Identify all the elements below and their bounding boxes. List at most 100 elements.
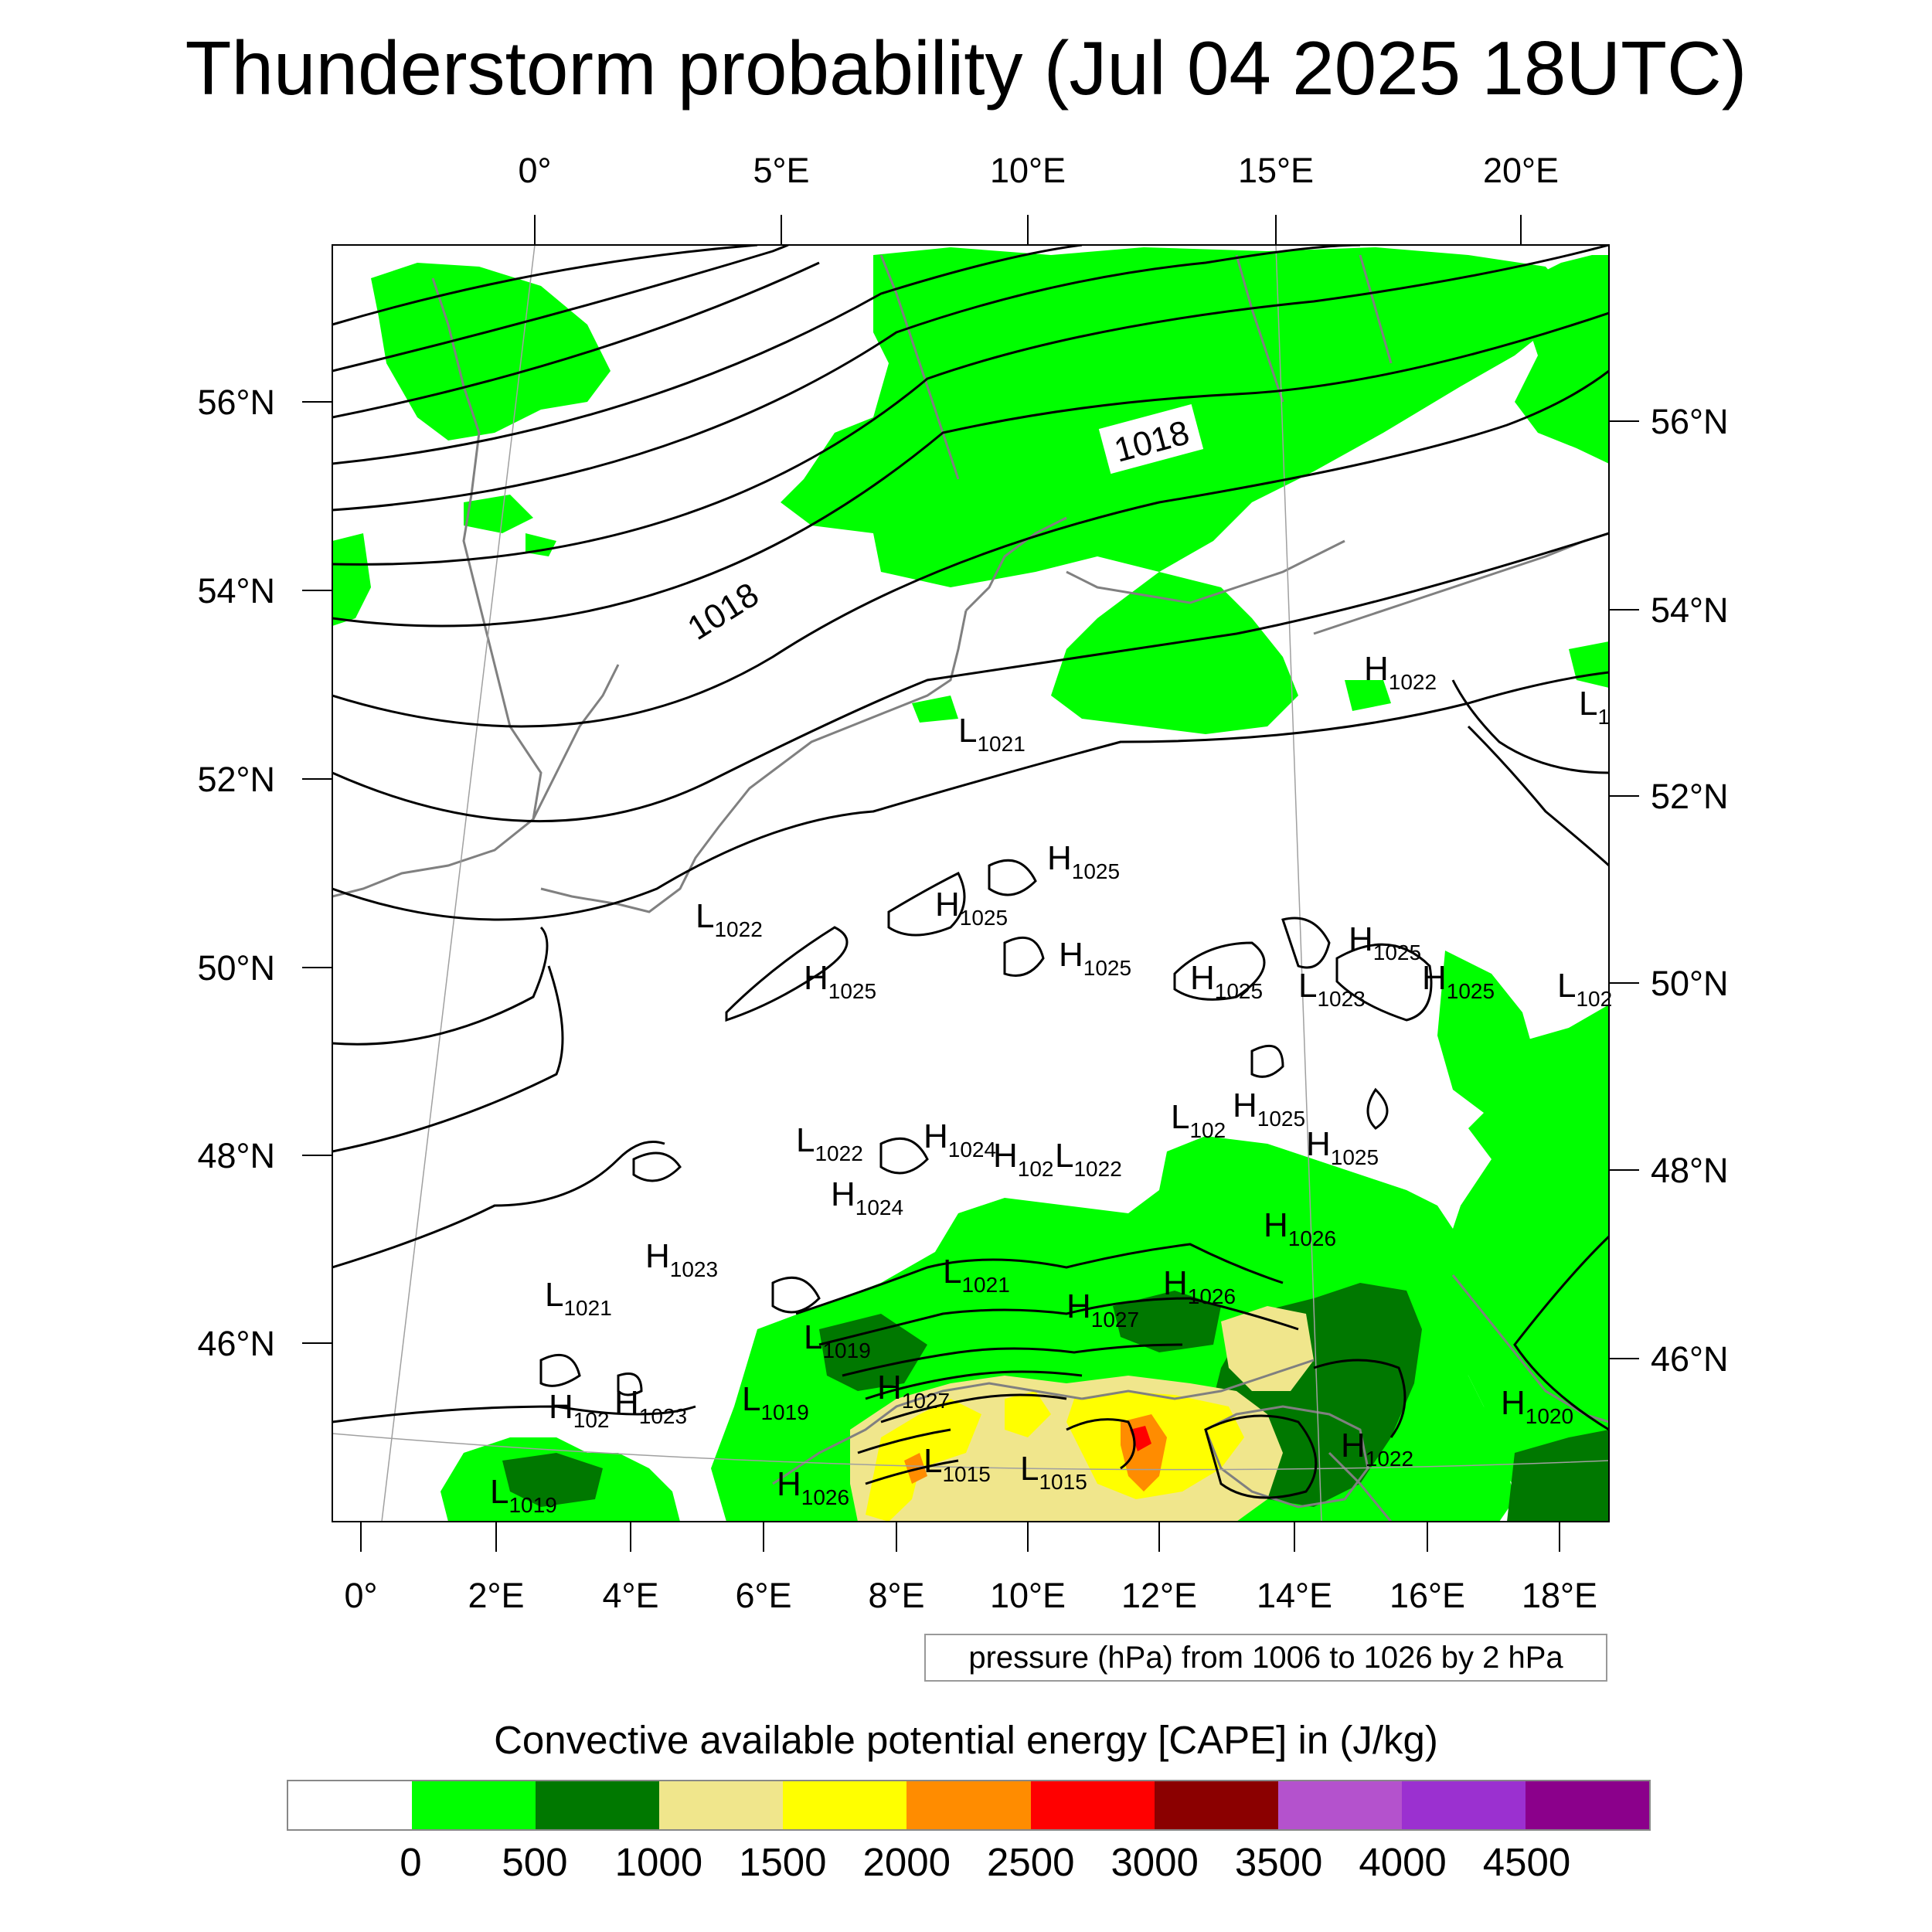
isobars <box>332 245 1609 1499</box>
high-pressure-label: H1025 <box>1422 959 1495 1003</box>
low-pressure-label: L1019 <box>742 1380 809 1424</box>
low-pressure-label: L1022 <box>696 897 763 941</box>
high-pressure-label: H1023 <box>645 1237 718 1281</box>
lon-label-bottom: 18°E <box>1522 1576 1597 1615</box>
colorbar-swatch <box>1525 1781 1650 1829</box>
high-pressure-label: H1023 <box>614 1384 687 1428</box>
colorbar-swatch <box>412 1781 536 1829</box>
low-pressure-label: L1021 <box>958 712 1026 756</box>
colorbar-label: 500 <box>502 1840 568 1884</box>
high-pressure-label: H1025 <box>935 886 1008 930</box>
high-pressure-label: H1027 <box>1066 1287 1139 1332</box>
colorbar-label: 1500 <box>739 1840 827 1884</box>
colorbar-swatch <box>906 1781 1031 1829</box>
colorbar-label: 1000 <box>614 1840 703 1884</box>
cape-title: Convective available potential energy [C… <box>494 1718 1438 1762</box>
high-pressure-label: H102 <box>993 1137 1054 1181</box>
high-pressure-label: H1026 <box>1163 1264 1236 1308</box>
lon-label-bottom: 6°E <box>735 1576 791 1615</box>
chart-title: Thunderstorm probability (Jul 04 2025 18… <box>185 26 1747 111</box>
lat-label-right: 48°N <box>1651 1151 1729 1190</box>
high-pressure-label: H1026 <box>1264 1206 1336 1250</box>
colorbar-swatch <box>1401 1781 1526 1829</box>
colorbar-label: 4000 <box>1359 1840 1447 1884</box>
high-pressure-label: H1025 <box>804 959 876 1003</box>
low-pressure-label: L1021 <box>943 1253 1010 1297</box>
high-pressure-label: H1022 <box>1341 1427 1413 1471</box>
high-pressure-label: H1024 <box>831 1175 903 1219</box>
lat-label-right: 56°N <box>1651 402 1729 441</box>
lat-label-left: 54°N <box>197 571 275 611</box>
lon-label-bottom: 10°E <box>990 1576 1066 1615</box>
lat-label-right: 54°N <box>1651 590 1729 630</box>
colorbar-swatch <box>1277 1781 1402 1829</box>
colorbar-swatch <box>783 1781 907 1829</box>
high-pressure-label: H1027 <box>877 1369 950 1413</box>
lat-label-left: 48°N <box>197 1136 275 1175</box>
lon-label-bottom: 14°E <box>1257 1576 1332 1615</box>
lat-label-left: 52°N <box>197 760 275 799</box>
low-pressure-label: L1022 <box>796 1121 863 1165</box>
high-pressure-label: H1020 <box>1501 1384 1573 1428</box>
isobar-labels: 1018 1018 <box>668 404 1204 655</box>
colorbar-swatch <box>1030 1781 1155 1829</box>
lat-label-left: 56°N <box>197 383 275 422</box>
low-pressure-label: L1022 <box>1055 1137 1122 1181</box>
high-pressure-label: H1022 <box>1364 650 1437 694</box>
lat-label-right: 46°N <box>1651 1339 1729 1379</box>
colorbar <box>287 1780 1651 1831</box>
cape-fill <box>332 247 1609 1522</box>
high-pressure-label: H102 <box>549 1388 610 1432</box>
lon-label-top: 10°E <box>990 151 1066 190</box>
high-pressure-label: H1024 <box>923 1117 996 1162</box>
colorbar-label: 4500 <box>1482 1840 1571 1884</box>
low-pressure-label: L102 <box>1557 967 1612 1011</box>
colorbar-swatch <box>1154 1781 1278 1829</box>
colorbar-label: 3000 <box>1111 1840 1199 1884</box>
lon-label-bottom: 12°E <box>1121 1576 1197 1615</box>
high-pressure-label: H1025 <box>1047 839 1120 883</box>
map-content <box>332 245 1609 1522</box>
lon-label-top: 0° <box>518 151 551 190</box>
right-lat-labels: 56°N 54°N 52°N 50°N 48°N 46°N <box>1651 402 1729 1379</box>
colorbar-swatch <box>659 1781 784 1829</box>
colorbar-swatch <box>288 1781 413 1829</box>
lon-label-top: 5°E <box>753 151 809 190</box>
pressure-note: pressure (hPa) from 1006 to 1026 by 2 hP… <box>924 1634 1607 1682</box>
lat-label-left: 46°N <box>197 1324 275 1363</box>
colorbar-label: 2000 <box>862 1840 951 1884</box>
lat-label-right: 50°N <box>1651 964 1729 1003</box>
low-pressure-label: L1 <box>1579 685 1610 729</box>
lon-label-bottom: 2°E <box>468 1576 524 1615</box>
high-pressure-label: H1025 <box>1059 936 1131 980</box>
lon-label-bottom: 16°E <box>1389 1576 1465 1615</box>
lat-label-left: 50°N <box>197 948 275 988</box>
lon-label-bottom: 0° <box>344 1576 377 1615</box>
bottom-lon-labels: 0° 2°E 4°E 6°E 8°E 10°E 12°E 14°E 16°E 1… <box>344 1576 1597 1615</box>
lon-label-bottom: 8°E <box>868 1576 924 1615</box>
high-pressure-label: H1025 <box>1306 1125 1379 1169</box>
high-pressure-label: H1025 <box>1349 920 1421 964</box>
high-pressure-label: H1025 <box>1233 1087 1305 1131</box>
low-pressure-label: L1021 <box>545 1276 612 1320</box>
colorbar-label: 2500 <box>986 1840 1075 1884</box>
lon-label-bottom: 4°E <box>602 1576 658 1615</box>
low-pressure-label: L1015 <box>923 1442 991 1486</box>
high-pressure-label: H1025 <box>1190 959 1263 1003</box>
colorbar-swatch <box>536 1781 660 1829</box>
low-pressure-label: L102 <box>1171 1098 1226 1142</box>
low-pressure-label: L1019 <box>804 1318 871 1362</box>
colorbar-label: 3500 <box>1234 1840 1323 1884</box>
lon-label-top: 20°E <box>1483 151 1559 190</box>
high-pressure-label: H1026 <box>777 1465 849 1509</box>
low-pressure-label: L1019 <box>490 1473 557 1517</box>
left-lat-labels: 56°N 54°N 52°N 50°N 48°N 46°N <box>197 383 275 1363</box>
map-frame <box>332 244 1610 1522</box>
low-pressure-label: L1015 <box>1020 1450 1087 1494</box>
top-lon-labels: 0° 5°E 10°E 15°E 20°E <box>518 151 1559 190</box>
low-pressure-label: L1023 <box>1298 967 1366 1011</box>
colorbar-labels: 0 500 1000 1500 2000 2500 3000 3500 4000 4500 <box>0 1838 1932 1892</box>
graticule <box>332 245 1609 1522</box>
